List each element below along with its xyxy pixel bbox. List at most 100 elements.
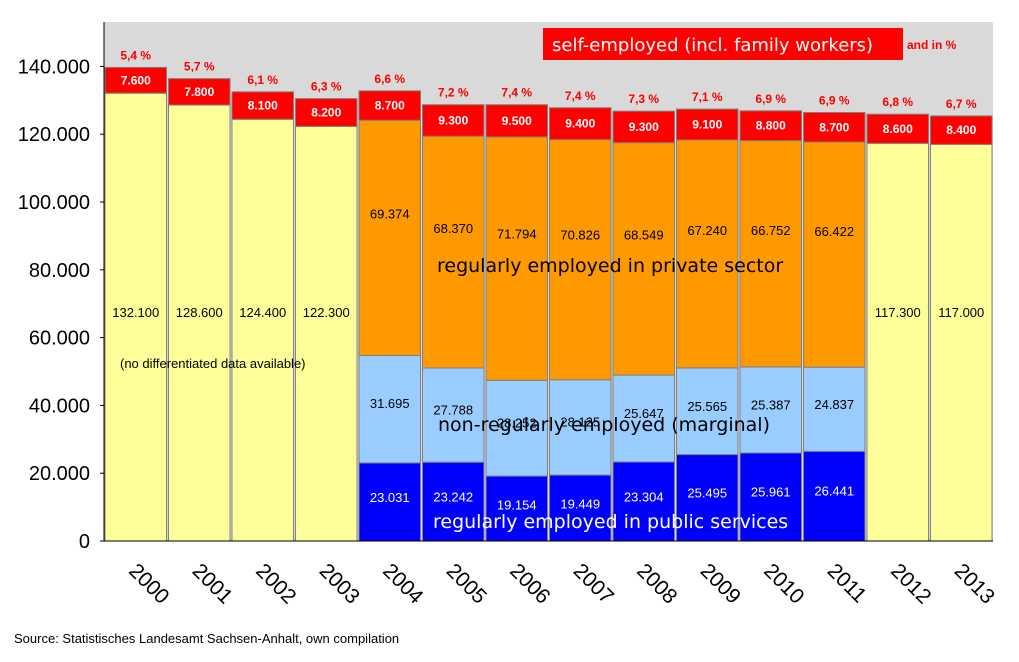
bar-self-2004: [358, 90, 421, 121]
bar-self-2013: [930, 115, 993, 145]
bar-self-2012: [866, 113, 929, 144]
data-label-public-2008: 23.304: [624, 490, 664, 505]
bar-total-2012: [866, 142, 929, 542]
data-label-public-2006: 19.154: [497, 497, 537, 512]
x-tick-2012: 2012: [886, 559, 935, 608]
bar-marginal-2007: [549, 379, 612, 476]
bar-private-2010: [739, 140, 802, 368]
x-tick-2011: 2011: [823, 559, 871, 607]
bar-total-2013: [930, 143, 993, 542]
annotations: self-employed (incl. family workers) and…: [120, 28, 957, 533]
bar-private-2008: [612, 142, 675, 376]
data-label-marginal-2009: 25.565: [687, 399, 727, 414]
x-tick-2009: 2009: [696, 559, 745, 608]
bar-private-2004: [358, 119, 421, 356]
data-label-self-2005: 9.300: [438, 113, 468, 127]
pct-label-2001: 5,7 %: [184, 60, 215, 74]
y-tick-label-140.000: 140.000: [18, 56, 90, 78]
bar-public-2006: [485, 475, 548, 542]
bar-self-2006: [485, 104, 548, 138]
data-label-self-2012: 8.600: [883, 122, 913, 136]
private-sector-label: regularly employed in private sector: [437, 255, 783, 277]
bar-public-2004: [358, 462, 421, 542]
bar-self-2007: [549, 107, 612, 141]
x-tick-2002: 2002: [251, 559, 300, 608]
x-tick-2003: 2003: [315, 559, 364, 608]
data-label-self-2008: 9.300: [629, 120, 659, 134]
data-label-total-2012: 117.300: [875, 305, 921, 320]
bar-public-2010: [739, 452, 802, 542]
data-label-private-2010: 66.752: [751, 223, 791, 238]
bar-private-2006: [485, 136, 548, 381]
bar-private-2007: [549, 139, 612, 381]
x-tick-2004: 2004: [378, 559, 428, 609]
data-label-self-2013: 8.400: [946, 123, 976, 137]
data-label-private-2005: 68.370: [433, 221, 473, 236]
data-label-marginal-2011: 24.837: [814, 397, 854, 412]
x-tick-2005: 2005: [442, 559, 491, 608]
bar-self-2008: [612, 110, 675, 144]
data-label-marginal-2005: 27.788: [433, 402, 473, 417]
y-tick-label-60.000: 60.000: [29, 328, 90, 350]
bars-group: 132.100 7.600 5,4 % 128.600 7.800 5,7 % 124.40…: [104, 48, 993, 542]
pct-label-2013: 6,7 %: [946, 97, 977, 111]
data-label-marginal-2004: 31.695: [370, 396, 410, 411]
y-tick-label-0: 0: [79, 531, 90, 553]
bar-self-2001: [168, 78, 231, 106]
bar-marginal-2010: [739, 366, 802, 454]
bar-self-2011: [803, 112, 866, 143]
bar-public-2011: [803, 450, 866, 542]
x-tick-2006: 2006: [505, 559, 554, 608]
self-employed-suffix-text: and in %: [907, 38, 957, 52]
bar-public-2008: [612, 461, 675, 542]
x-tick-2000: 2000: [124, 559, 173, 608]
source-note: Source: Statistisches Landesamt Sachsen-…: [14, 631, 400, 646]
data-label-marginal-2010: 25.387: [751, 398, 791, 413]
data-label-private-2009: 67.240: [687, 223, 727, 238]
bar-total-2002: [231, 118, 294, 542]
pct-label-2011: 6,9 %: [819, 94, 850, 108]
data-label-total-2003: 122.300: [303, 305, 350, 320]
data-label-private-2004: 69.374: [370, 206, 410, 221]
data-label-self-2003: 8.200: [311, 106, 341, 120]
bar-total-2001: [168, 104, 231, 542]
pct-label-2010: 6,9 %: [755, 92, 786, 106]
x-axis: 2000 2001 2002 2003 2004 2005 2006 2007 2008 2009…: [104, 540, 999, 609]
data-label-self-2004: 8.700: [375, 99, 405, 113]
data-label-public-2009: 25.495: [687, 485, 727, 500]
y-tick-label-20.000: 20.000: [29, 463, 90, 485]
pct-label-2007: 7,4 %: [565, 89, 596, 103]
bar-total-2003: [295, 125, 358, 542]
data-label-public-2005: 23.242: [433, 490, 473, 505]
data-label-self-2010: 8.800: [756, 119, 786, 133]
no-data-note: (no differentiated data available): [120, 356, 306, 371]
x-tick-2001: 2001: [188, 559, 237, 608]
data-label-private-2007: 70.826: [560, 228, 600, 243]
pct-label-2005: 7,2 %: [438, 86, 469, 100]
data-label-self-2006: 9.500: [502, 114, 532, 128]
public-services-label: regularly employed in public services: [433, 511, 788, 533]
self-employed-legend-box: [543, 28, 903, 60]
bar-self-2005: [422, 104, 485, 137]
bar-marginal-2005: [422, 367, 485, 463]
bar-marginal-2006: [485, 379, 548, 477]
y-tick-label-100.000: 100.000: [18, 192, 90, 214]
data-label-total-2002: 124.400: [239, 305, 286, 320]
data-label-total-2000: 132.100: [112, 305, 159, 320]
bar-self-2002: [231, 91, 294, 120]
pct-label-2009: 7,1 %: [692, 90, 723, 104]
data-label-self-2001: 7.800: [184, 85, 214, 99]
y-axis: 0 20.000 40.000 60.000 80.000 100.000 120.000 1…: [18, 22, 105, 553]
data-label-public-2007: 19.449: [560, 497, 600, 512]
data-label-marginal-2007: 28.125: [560, 415, 600, 430]
x-tick-2013: 2013: [950, 559, 999, 608]
data-label-total-2001: 128.600: [176, 305, 223, 320]
data-label-public-2004: 23.031: [370, 490, 410, 505]
data-label-self-2002: 8.100: [248, 99, 278, 113]
data-label-self-2009: 9.100: [692, 118, 722, 132]
x-tick-2008: 2008: [632, 559, 681, 608]
data-label-marginal-2008: 25.647: [624, 406, 664, 421]
data-label-marginal-2006: 28.252: [497, 415, 537, 430]
y-tick-label-120.000: 120.000: [18, 124, 90, 146]
